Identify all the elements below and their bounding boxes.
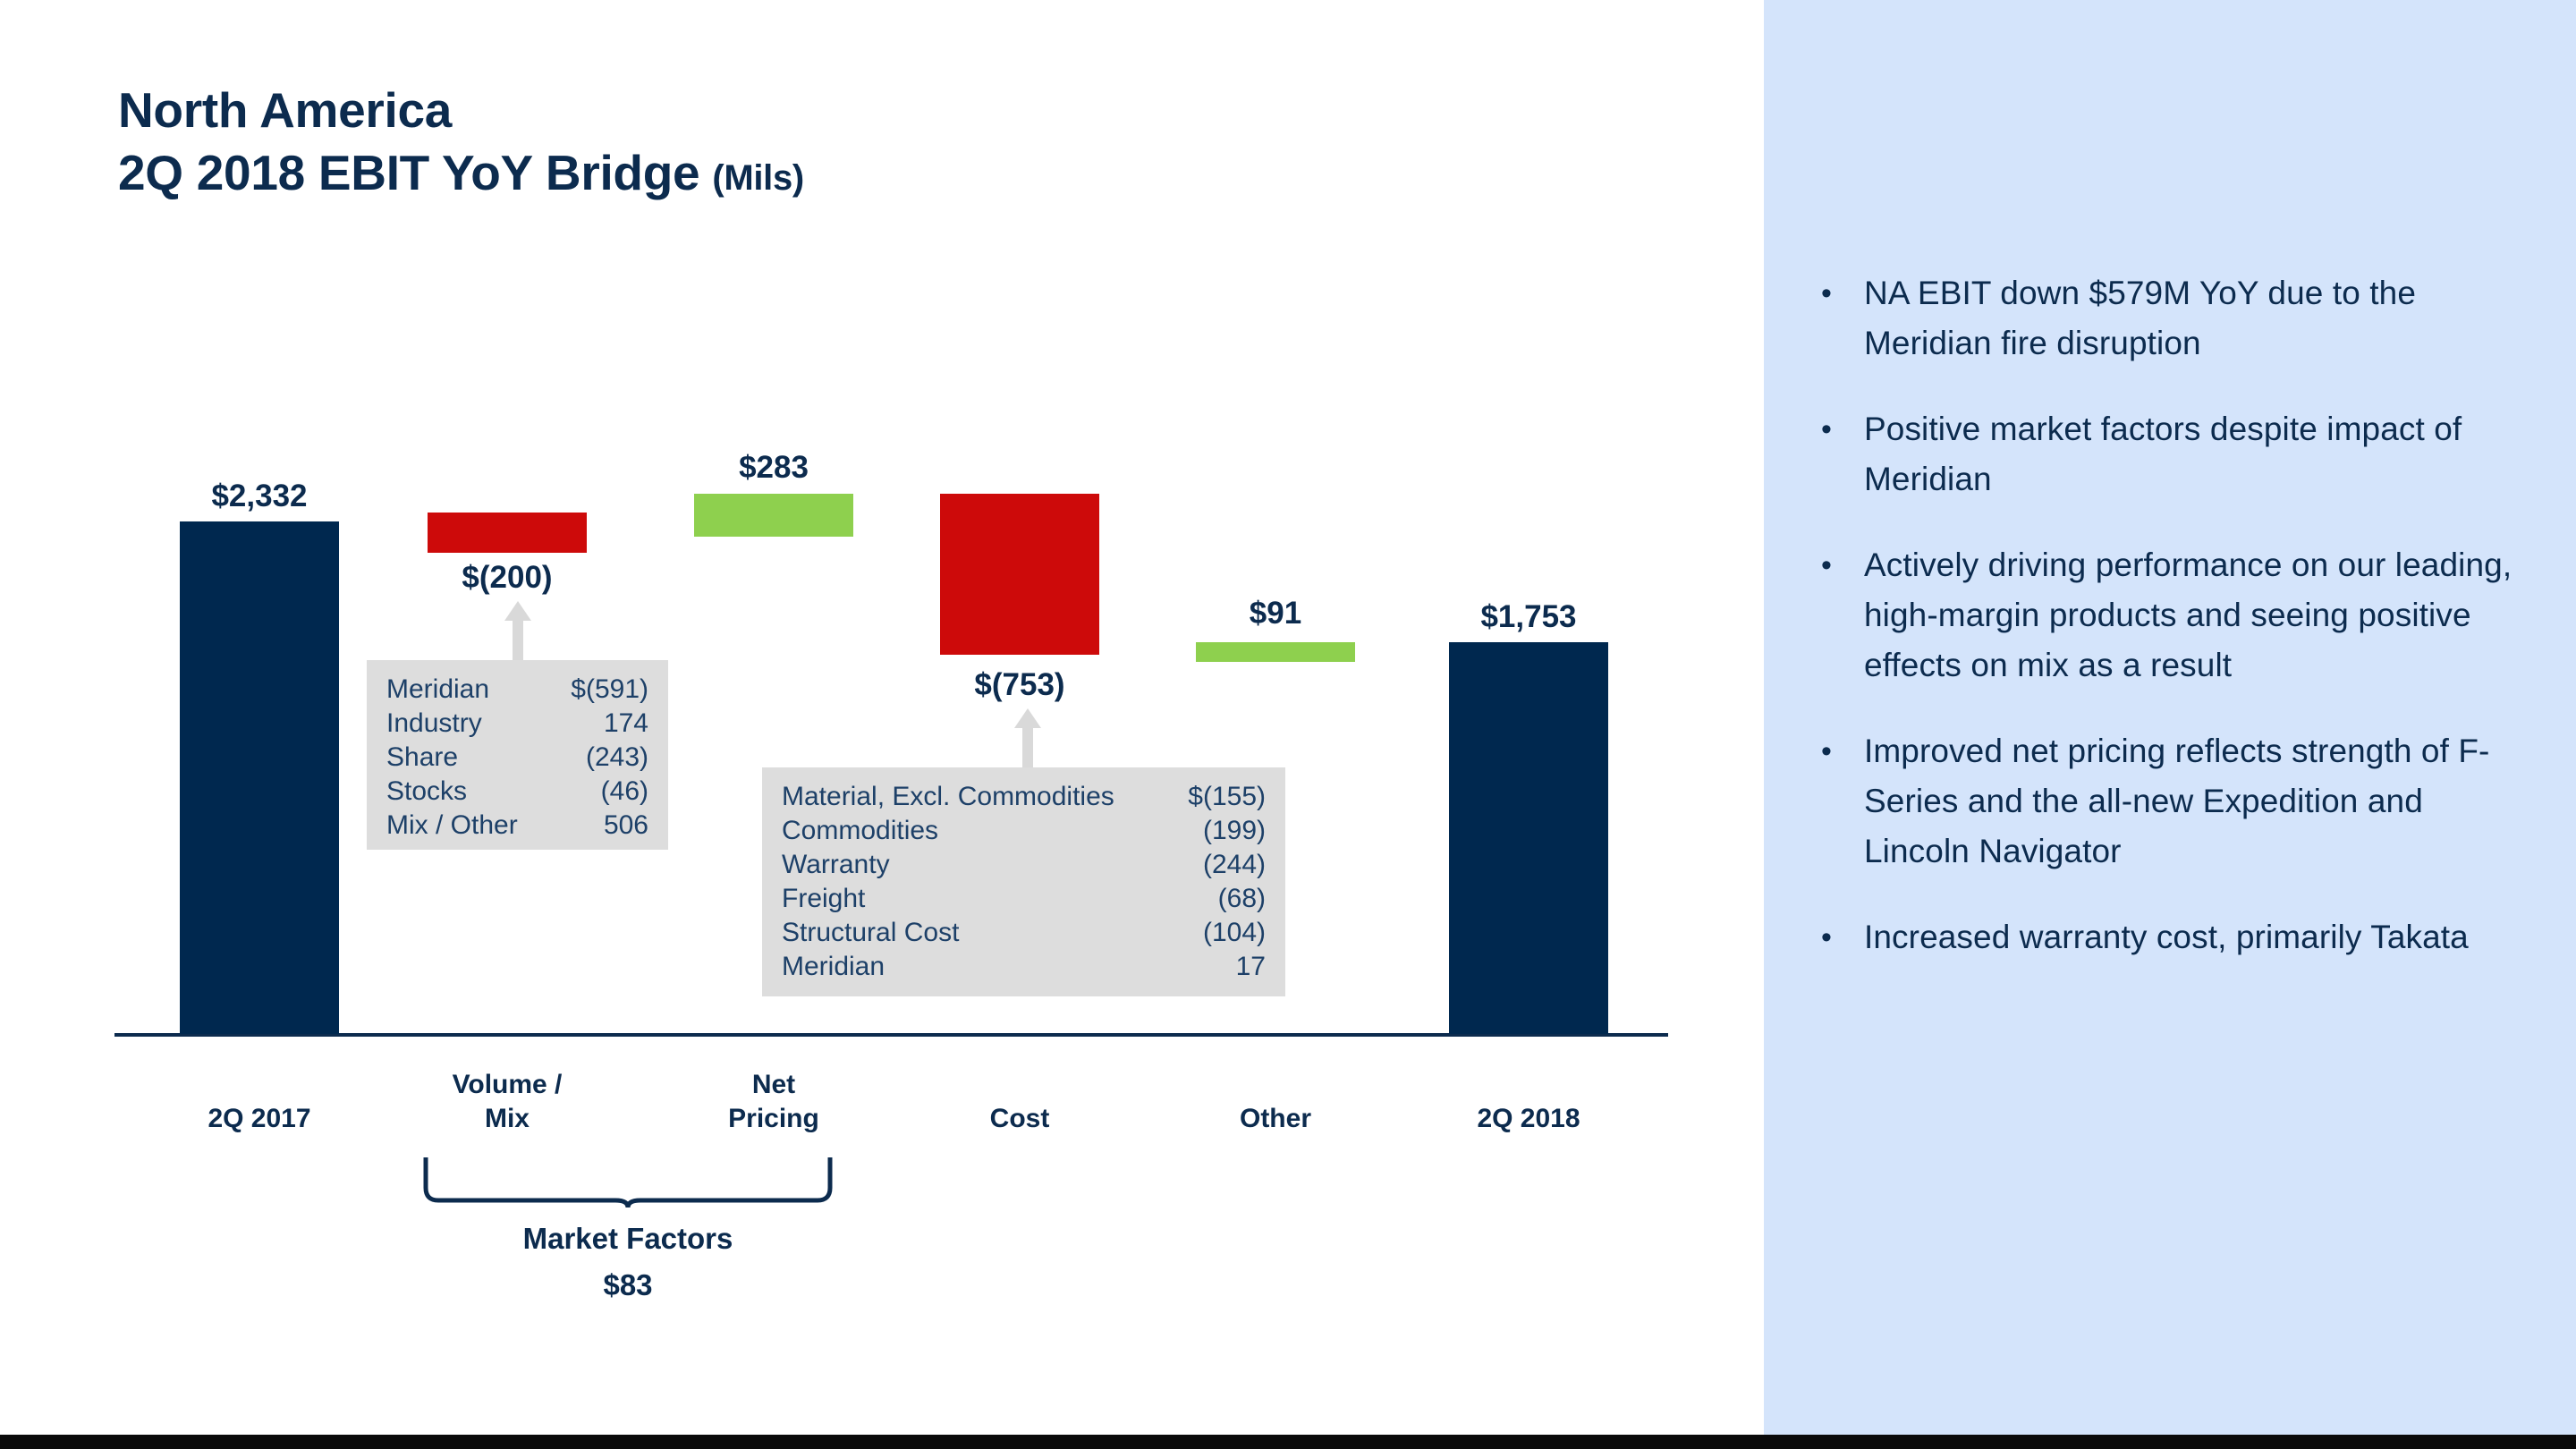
bullet-dot-icon: • [1821,920,1832,954]
callout-row: Meridian 17 [782,950,1266,984]
list-item: • Increased warranty cost, primarily Taka… [1809,912,2524,962]
callout-row-value: $(591) [571,674,648,704]
callout-row-value: 17 [1235,952,1266,981]
volume-mix-breakdown: Meridian $(591) Industry 174 Share (243) Stock… [367,660,668,850]
bullet-text: Actively driving performance on our lead… [1864,547,2512,683]
bar-value-label: $1,753 [1480,599,1577,634]
market-factors-brace [423,1157,833,1208]
callout-row: Stocks (46) [386,775,648,809]
callout-row-label: Meridian [782,952,886,981]
callout-row-value: (199) [1202,816,1266,845]
list-item: • NA EBIT down $579M YoY due to the Merid… [1809,268,2524,369]
callout-row-value: (104) [1202,918,1266,947]
category-label-line-1: 2Q 2017 [208,1104,311,1133]
bullet-text: NA EBIT down $579M YoY due to the Meridi… [1864,275,2416,361]
callout-row-label: Freight [782,884,866,913]
title-line-1: North America [118,82,453,138]
list-item: • Positive market factors despite impact … [1809,404,2524,504]
callout-row: Warranty (244) [782,848,1266,882]
bar-2q-2018 [1449,642,1608,1034]
callout-row-value: $(155) [1188,782,1266,811]
bar-2q-2017 [180,521,339,1034]
category-label-line-1: Cost [989,1104,1050,1133]
bullet-text: Improved net pricing reflects strength o… [1864,733,2490,869]
callout-row-label: Share [386,742,459,772]
callout-row-value: 506 [603,810,648,840]
callout-row-label: Warranty [782,850,890,879]
callout-row-label: Stocks [386,776,468,806]
category-label-line-2: Mix [484,1104,530,1133]
page-title: North America 2Q 2018 EBIT YoY Bridge (Mi… [118,79,804,209]
bullet-text: Increased warranty cost, primarily Takat… [1864,919,2469,955]
callout-row-label: Meridian [386,674,490,704]
callout-row-label: Mix / Other [386,810,518,840]
ebit-waterfall-chart: $2,332 $(200) $283 $(753) $91 $1,753 2Q 2017 V… [114,450,1668,1301]
callout-row-value: (68) [1217,884,1266,913]
bullet-dot-icon: • [1821,548,1832,582]
callout-row: Industry 174 [386,707,648,741]
category-label-line-1: 2Q 2018 [1477,1104,1580,1133]
callout-arrow-icon [503,601,533,664]
callout-row-label: Commodities [782,816,939,845]
cost-breakdown: Material, Excl. Commodities $(155) Commodi… [762,767,1285,996]
category-label-line-2: Pricing [728,1104,819,1133]
callout-row-value: 174 [603,708,648,738]
category-label-other: Other [1196,1102,1355,1136]
commentary-panel [1764,0,2576,1435]
title-line-2: 2Q 2018 EBIT YoY Bridge (Mils) [118,141,804,209]
market-factors-label: Market Factors [522,1222,733,1255]
bar-net-pricing [694,494,853,537]
bullet-dot-icon: • [1821,276,1832,310]
bar-other [1196,642,1355,662]
callout-row-label: Structural Cost [782,918,960,947]
callout-row: Meridian $(591) [386,673,648,707]
bar-volume-mix [428,513,587,553]
bullet-dot-icon: • [1821,412,1832,446]
category-label-2q-2018: 2Q 2018 [1449,1102,1608,1136]
callout-row: Mix / Other 506 [386,809,648,843]
callout-row-value: (244) [1202,850,1266,879]
category-label-2q-2017: 2Q 2017 [180,1102,339,1136]
bar-value-label: $2,332 [211,479,308,513]
callout-row-label: Material, Excl. Commodities [782,782,1114,811]
callout-row: Freight (68) [782,882,1266,916]
bar-value-label: $283 [739,450,809,485]
bar-value-label: $(753) [974,667,1065,702]
list-item: • Improved net pricing reflects strength … [1809,726,2524,877]
callout-row: Commodities (199) [782,814,1266,848]
title-main: 2Q 2018 EBIT YoY Bridge [118,145,700,200]
category-label-cost: Cost [940,1102,1099,1136]
callout-row: Structural Cost (104) [782,916,1266,950]
category-label-line-1: Other [1239,1104,1311,1133]
list-item: • Actively driving performance on our lea… [1809,540,2524,691]
callout-arrow-icon [1013,708,1043,771]
bar-cost [940,494,1099,655]
slide-bottom-strip [0,1435,2576,1449]
callout-row-label: Industry [386,708,482,738]
chart-baseline [114,1033,1668,1037]
callout-row-value: (243) [585,742,648,772]
callout-table: Material, Excl. Commodities $(155) Commodi… [782,780,1266,984]
bar-value-label: $(200) [462,560,553,595]
category-label-line-1: Volume / [452,1070,563,1099]
category-label-net-pricing: Net Pricing [694,1068,853,1136]
callout-row-value: (46) [600,776,648,806]
bar-value-label: $91 [1249,596,1302,631]
callout-table: Meridian $(591) Industry 174 Share (243) Stock… [386,673,648,843]
category-label-line-1: Net [751,1070,796,1099]
callout-row: Material, Excl. Commodities $(155) [782,780,1266,814]
market-factors-value: $83 [603,1268,653,1301]
category-label-volume-mix: Volume / Mix [428,1068,587,1136]
bullet-dot-icon: • [1821,734,1832,768]
title-units: (Mils) [712,158,804,198]
callout-row: Share (243) [386,741,648,775]
bullet-list: • NA EBIT down $579M YoY due to the Merid… [1809,268,2524,998]
bullet-text: Positive market factors despite impact o… [1864,411,2462,497]
